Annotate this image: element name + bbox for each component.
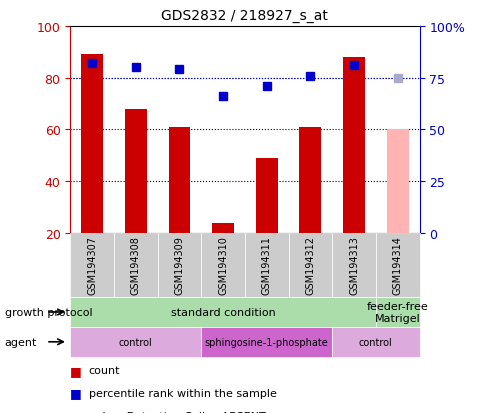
- Text: agent: agent: [5, 337, 37, 347]
- Title: GDS2832 / 218927_s_at: GDS2832 / 218927_s_at: [161, 9, 328, 23]
- Text: standard condition: standard condition: [170, 307, 275, 317]
- Bar: [342, 58, 364, 233]
- Text: control: control: [358, 337, 392, 347]
- Text: GSM194309: GSM194309: [174, 236, 184, 295]
- Text: GSM194310: GSM194310: [218, 236, 227, 295]
- Bar: [386, 130, 408, 233]
- Text: GSM194311: GSM194311: [261, 236, 271, 295]
- Text: GSM194307: GSM194307: [87, 236, 97, 295]
- Text: GSM194313: GSM194313: [348, 236, 358, 295]
- Text: GSM194312: GSM194312: [305, 236, 315, 295]
- Bar: [81, 55, 103, 233]
- Text: percentile rank within the sample: percentile rank within the sample: [89, 388, 276, 398]
- Text: GSM194314: GSM194314: [392, 236, 402, 295]
- Text: growth protocol: growth protocol: [5, 307, 92, 317]
- Bar: [168, 128, 190, 233]
- Text: value, Detection Call = ABSENT: value, Detection Call = ABSENT: [89, 411, 265, 413]
- Text: ■: ■: [70, 409, 82, 413]
- Bar: [124, 109, 146, 233]
- Bar: [255, 159, 277, 233]
- Text: control: control: [119, 337, 152, 347]
- Text: sphingosine-1-phosphate: sphingosine-1-phosphate: [204, 337, 328, 347]
- Bar: [212, 223, 233, 233]
- Text: ■: ■: [70, 364, 82, 377]
- Text: GSM194308: GSM194308: [131, 236, 140, 295]
- Bar: [299, 128, 320, 233]
- Text: ■: ■: [70, 387, 82, 399]
- Text: feeder-free
Matrigel: feeder-free Matrigel: [366, 301, 428, 323]
- Text: count: count: [89, 365, 120, 375]
